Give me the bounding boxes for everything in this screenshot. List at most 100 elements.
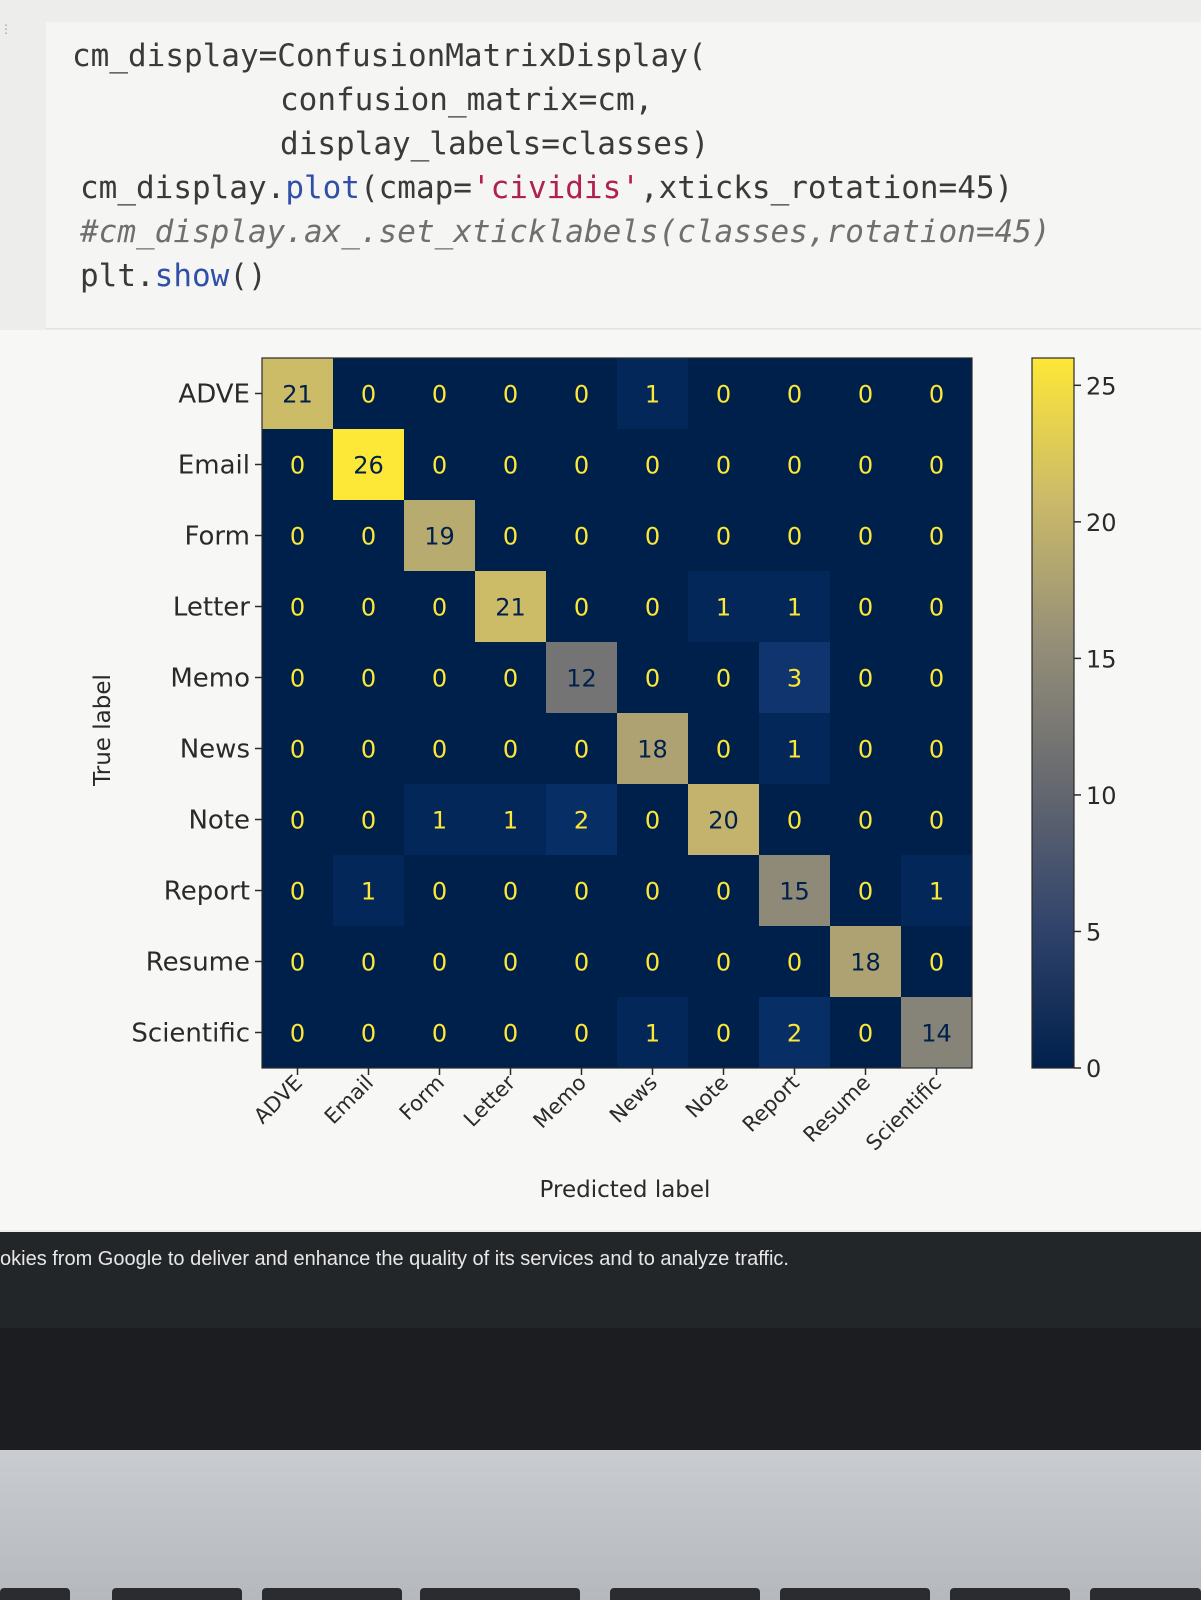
cell-value-label: 0 (645, 665, 660, 693)
cell-value-label: 0 (503, 523, 518, 551)
matrix-cell (475, 926, 546, 997)
code-cell[interactable]: cm_display=ConfusionMatrixDisplay( confu… (46, 22, 1201, 329)
cell-value-label: 1 (361, 878, 376, 906)
colorbar-tick-label: 5 (1086, 918, 1101, 946)
cell-value-label: 0 (503, 1020, 518, 1048)
cell-value-label: 0 (290, 523, 305, 551)
code-line-6: plt.show() (80, 258, 267, 294)
x-tick-label: Scientific (861, 1071, 946, 1156)
matrix-cell (546, 713, 617, 784)
cell-value-label: 0 (574, 1020, 589, 1048)
matrix-cell (688, 642, 759, 713)
y-tick-label: Memo (170, 664, 250, 694)
cell-value-label: 1 (787, 736, 802, 764)
cell-value-label: 0 (361, 594, 376, 622)
matrix-cell (333, 784, 404, 855)
y-tick-label: News (180, 735, 250, 765)
cell-value-label: 0 (716, 878, 731, 906)
cell-value-label: 0 (716, 949, 731, 977)
cell-value-label: 0 (290, 594, 305, 622)
matrix-cell (262, 926, 333, 997)
cell-value-label: 0 (645, 878, 660, 906)
y-tick-label: ADVE (178, 380, 250, 410)
cell-value-label: 0 (574, 381, 589, 409)
matrix-cell (475, 997, 546, 1068)
keyboard-key (112, 1588, 242, 1600)
matrix-cell (617, 713, 688, 784)
matrix-cell (901, 784, 972, 855)
confusion-matrix-figure: 21 0 0 0 0 1 0 0 0 0 0 26 0 0 0 0 0 0 0 0 0 0 19 0 0 0 0 0 0 0 0 0 0 21 0 0… (0, 330, 1201, 1230)
x-tick-label: Letter (459, 1070, 520, 1131)
cell-value-label: 0 (858, 1020, 873, 1048)
matrix-cell (688, 571, 759, 642)
cell-value-label: 0 (929, 665, 944, 693)
y-tick-label: Note (188, 806, 250, 836)
matrix-cell (830, 926, 901, 997)
cell-value-label: 14 (921, 1020, 952, 1048)
matrix-cell (404, 642, 475, 713)
cell-value-label: 18 (637, 736, 668, 764)
matrix-cell (617, 855, 688, 926)
matrix-cell (475, 358, 546, 429)
cell-value-label: 0 (432, 736, 447, 764)
cell-value-label: 0 (290, 807, 305, 835)
cell-value-label: 0 (361, 1020, 376, 1048)
code-line-4: cm_display.plot(cmap='cividis',xticks_ro… (80, 170, 1013, 206)
cell-value-label: 0 (929, 381, 944, 409)
cell-value-label: 0 (716, 452, 731, 480)
code-text: () (229, 258, 267, 294)
cell-value-label: 0 (290, 665, 305, 693)
matrix-cell (333, 571, 404, 642)
matrix-cell (617, 358, 688, 429)
code-line-5: #cm_display.ax_.set_xticklabels(classes,… (80, 214, 1051, 250)
matrix-cell (617, 429, 688, 500)
cell-value-label: 0 (361, 807, 376, 835)
keyboard-key (950, 1588, 1070, 1600)
cell-value-label: 0 (432, 381, 447, 409)
cell-value-label: 0 (787, 381, 802, 409)
cell-value-label: 0 (787, 949, 802, 977)
cell-value-label: 0 (361, 665, 376, 693)
cell-value-label: 19 (424, 523, 455, 551)
cell-value-label: 0 (716, 1020, 731, 1048)
y-axis-title: True label (90, 674, 116, 787)
matrix-cell (546, 500, 617, 571)
cookie-notice-bar: okies from Google to deliver and enhance… (0, 1232, 1201, 1328)
matrix-cell (546, 429, 617, 500)
cell-value-label: 1 (432, 807, 447, 835)
matrix-cell (333, 926, 404, 997)
colorbar (1031, 357, 1075, 1069)
colorbar-tick-label: 0 (1086, 1055, 1101, 1083)
cell-value-label: 0 (929, 736, 944, 764)
code-text: ,xticks_rotation=45) (639, 170, 1014, 206)
matrix-cell (759, 429, 830, 500)
matrix-cell (688, 997, 759, 1068)
cell-value-label: 0 (716, 665, 731, 693)
code-text: plt. (80, 258, 155, 294)
cell-value-label: 15 (779, 878, 810, 906)
screen-bezel (0, 1328, 1201, 1450)
cell-value-label: 0 (858, 523, 873, 551)
code-text: cm_display. (80, 170, 286, 206)
cell-value-label: 0 (432, 665, 447, 693)
code-text: display_labels=classes) (280, 126, 710, 162)
cell-value-label: 1 (716, 594, 731, 622)
cell-value-label: 0 (716, 523, 731, 551)
y-tick-label: Report (164, 877, 250, 907)
cell-value-label: 0 (858, 381, 873, 409)
code-text: cm_display=ConfusionMatrixDisplay( (72, 38, 707, 74)
matrix-cell (475, 713, 546, 784)
matrix-cell (333, 997, 404, 1068)
cell-value-label: 0 (787, 523, 802, 551)
cell-value-label: 0 (929, 452, 944, 480)
matrix-cell (688, 926, 759, 997)
matrix-cell (333, 358, 404, 429)
cell-value-label: 0 (858, 594, 873, 622)
x-tick-label: Form (395, 1071, 449, 1125)
cell-value-label: 0 (787, 807, 802, 835)
matrix-cell (617, 997, 688, 1068)
y-tick-label: Scientific (131, 1019, 250, 1049)
matrix-cell (759, 500, 830, 571)
matrix-cell (404, 500, 475, 571)
matrix-cell (404, 358, 475, 429)
